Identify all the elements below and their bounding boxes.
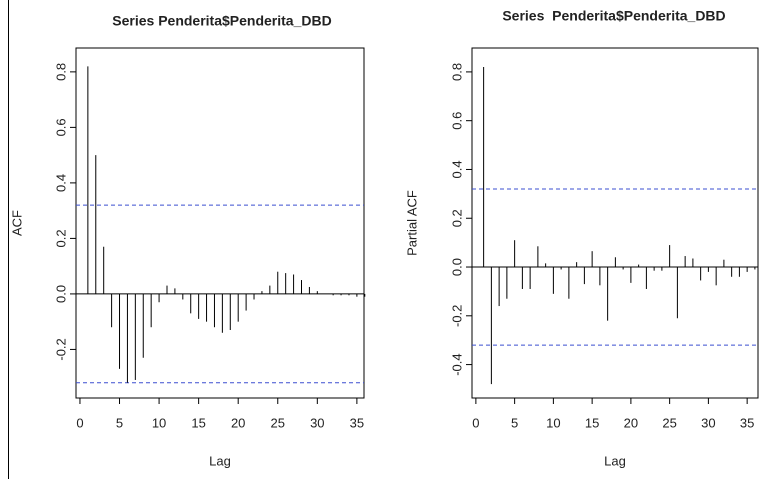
y-tick-label: 0.4 xyxy=(449,160,464,178)
chart-title: Series Penderita$Penderita_DBD xyxy=(112,13,331,29)
x-tick-label: 35 xyxy=(350,415,364,430)
x-tick-label: 25 xyxy=(271,415,285,430)
x-tick-label: 0 xyxy=(76,415,83,430)
y-tick-label: 0.8 xyxy=(53,63,68,81)
y-tick-label: -0.4 xyxy=(449,353,464,375)
y-tick-label: -0.2 xyxy=(449,305,464,327)
y-tick-label: 0.2 xyxy=(53,229,68,247)
x-tick-label: 30 xyxy=(701,415,715,430)
y-tick-label: 0.8 xyxy=(449,63,464,81)
plot-box xyxy=(75,47,365,399)
x-axis-label: Lag xyxy=(604,453,626,468)
y-tick-label: 0.6 xyxy=(449,112,464,130)
x-tick-label: 5 xyxy=(116,415,123,430)
plot-box xyxy=(471,47,759,399)
x-axis-label: Lag xyxy=(209,453,231,468)
chart-title: Series Penderita$Penderita_DBD xyxy=(502,8,725,24)
y-tick-label: -0.2 xyxy=(53,338,68,360)
x-tick-label: 20 xyxy=(624,415,638,430)
y-tick-label: 0.0 xyxy=(449,258,464,276)
x-tick-label: 20 xyxy=(231,415,245,430)
y-tick-label: 0.4 xyxy=(53,174,68,192)
x-tick-label: 15 xyxy=(191,415,205,430)
x-tick-label: 10 xyxy=(546,415,560,430)
y-tick-label: 0.0 xyxy=(53,285,68,303)
x-tick-label: 25 xyxy=(662,415,676,430)
x-tick-label: 30 xyxy=(310,415,324,430)
x-tick-label: 5 xyxy=(511,415,518,430)
y-axis-label: Partial ACF xyxy=(404,190,419,256)
x-tick-label: 15 xyxy=(585,415,599,430)
y-axis-label: ACF xyxy=(9,210,24,236)
x-tick-label: 0 xyxy=(472,415,479,430)
x-tick-label: 10 xyxy=(152,415,166,430)
y-tick-label: 0.2 xyxy=(449,209,464,227)
x-tick-label: 35 xyxy=(740,415,754,430)
y-tick-label: 0.6 xyxy=(53,118,68,136)
